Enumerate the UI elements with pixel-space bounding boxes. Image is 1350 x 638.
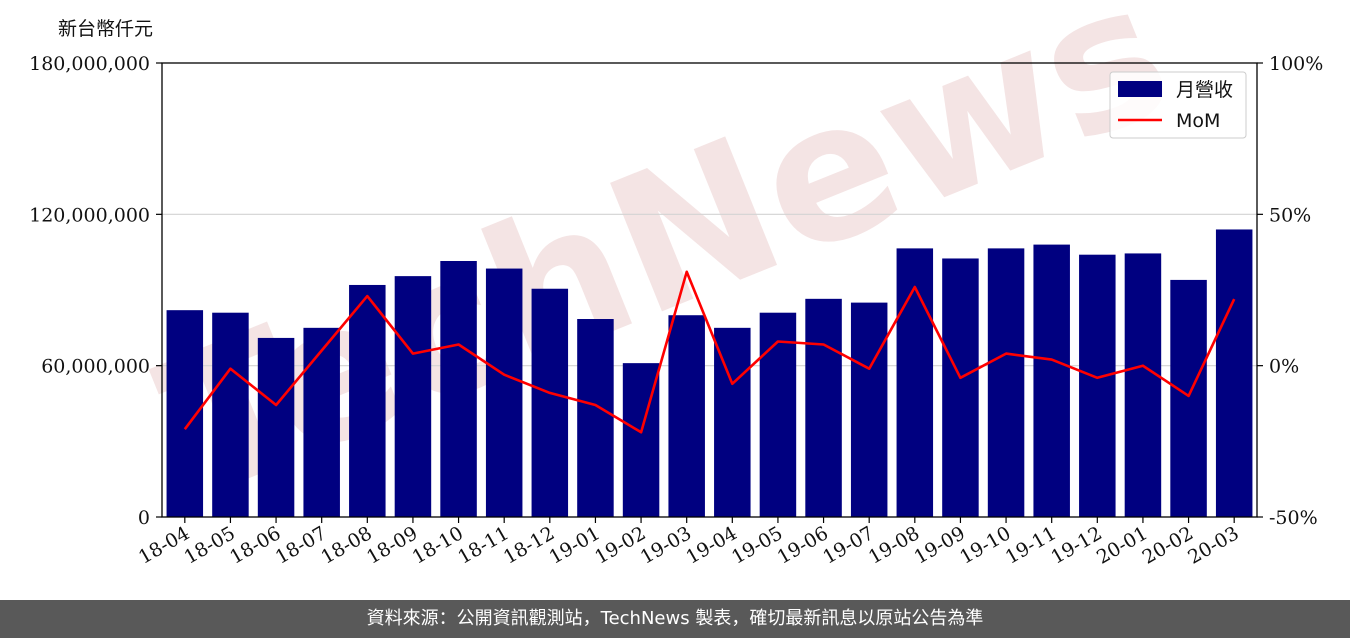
legend-label-bar: 月營收 <box>1176 79 1233 101</box>
x-tick-label: 18-05 <box>180 522 238 568</box>
x-tick-label: 19-02 <box>591 522 649 568</box>
x-tick-label: 18-09 <box>363 522 421 568</box>
x-tick-label: 19-04 <box>682 522 740 568</box>
footer-source-note: 資料來源：公開資訊觀測站，TechNews 製表，確切最新訊息以原站公告為準 <box>0 600 1350 638</box>
bar <box>257 337 295 517</box>
bar <box>850 302 888 517</box>
x-tick-label: 18-11 <box>454 522 512 568</box>
bar <box>485 268 523 517</box>
x-tick-label: 18-04 <box>135 522 193 568</box>
y-left-tick-label: 120,000,000 <box>29 204 150 226</box>
x-tick-label: 18-10 <box>409 522 467 568</box>
x-tick-label: 19-11 <box>1002 522 1060 568</box>
bar <box>714 327 751 517</box>
plot-frame <box>161 62 1258 518</box>
x-tick-label: 19-07 <box>819 522 877 568</box>
bar <box>1079 254 1116 517</box>
line-series <box>183 270 1236 434</box>
y-right-tick-label: -50% <box>1269 507 1318 529</box>
bar <box>1033 244 1070 517</box>
bar <box>987 248 1025 517</box>
y-left-tick-label: 60,000,000 <box>41 356 150 378</box>
bar <box>394 276 432 517</box>
y-axis-unit-label: 新台幣仟元 <box>58 18 154 40</box>
bar <box>212 312 249 517</box>
x-tick-label: 18-08 <box>317 522 375 568</box>
bar <box>759 312 797 517</box>
legend-swatch-bar <box>1118 81 1162 97</box>
y-left-tick-label: 0 <box>138 507 150 529</box>
mom-line <box>183 270 1236 434</box>
x-tick-label: 19-09 <box>910 522 968 568</box>
x-tick-label: 18-07 <box>272 522 330 568</box>
x-tick-label: 20-03 <box>1184 522 1242 568</box>
x-tick-label: 19-01 <box>545 522 603 568</box>
legend-label-line: MoM <box>1176 110 1220 132</box>
x-tick-label: 19-08 <box>865 522 923 568</box>
x-tick-label: 19-10 <box>956 522 1014 568</box>
x-tick-label: 19-03 <box>637 522 695 568</box>
y-right-tick-label: 0% <box>1269 356 1299 378</box>
bar <box>1170 279 1207 517</box>
x-tick-label: 19-06 <box>774 522 832 568</box>
x-tick-label: 19-12 <box>1047 522 1105 568</box>
y-right-tick-label: 50% <box>1269 204 1311 226</box>
x-tick-label: 19-05 <box>728 522 786 568</box>
bar <box>531 288 569 517</box>
bar <box>896 248 934 517</box>
grid-lines <box>162 213 1257 367</box>
x-tick-label: 18-12 <box>500 522 558 568</box>
x-tick-label: 20-02 <box>1139 522 1197 568</box>
bar <box>577 319 614 517</box>
y-left-tick-label: 180,000,000 <box>29 53 150 75</box>
chart: TechNews 060,000,000120,000,000180,000,0… <box>29 0 1323 569</box>
bar <box>303 327 340 517</box>
bar <box>668 315 705 517</box>
y-right-tick-label: 100% <box>1269 53 1323 75</box>
bar <box>440 260 477 517</box>
x-tick-label: 20-01 <box>1093 522 1151 568</box>
bar <box>349 284 386 517</box>
bar <box>805 298 842 517</box>
bar <box>1124 253 1162 517</box>
legend: 月營收 MoM <box>1109 71 1247 139</box>
bar <box>942 258 979 517</box>
bar <box>1215 229 1253 517</box>
